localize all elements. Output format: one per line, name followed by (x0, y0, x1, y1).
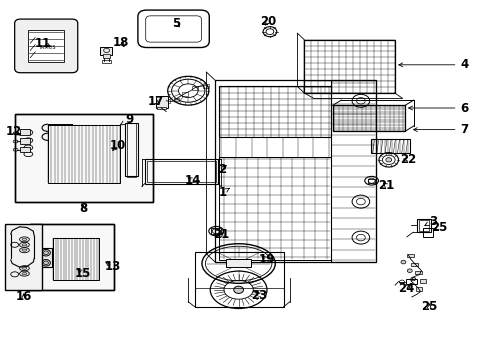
Bar (416, 219, 430, 232)
Ellipse shape (43, 261, 48, 265)
Text: 24: 24 (397, 282, 413, 295)
Ellipse shape (22, 267, 27, 269)
Bar (194, 252, 283, 307)
Bar (414, 271, 421, 274)
Bar (127, 123, 136, 177)
Ellipse shape (385, 158, 391, 162)
Text: 11: 11 (35, 37, 51, 50)
Bar (40, 248, 52, 267)
Text: 15: 15 (75, 267, 91, 280)
Bar (203, 84, 208, 88)
Bar (157, 107, 166, 109)
Text: 8: 8 (79, 202, 87, 215)
Bar (102, 60, 110, 63)
Bar (219, 86, 330, 137)
Ellipse shape (407, 269, 411, 273)
Bar (418, 220, 428, 231)
Bar (5, 224, 41, 290)
Text: 19: 19 (258, 253, 274, 266)
Bar (15, 114, 152, 202)
Bar (53, 238, 99, 280)
Ellipse shape (22, 244, 27, 246)
Bar (422, 228, 432, 237)
Bar (48, 125, 120, 183)
Bar (219, 137, 330, 157)
Text: 14: 14 (184, 174, 201, 187)
Bar (304, 40, 394, 93)
Bar (332, 105, 404, 131)
FancyBboxPatch shape (15, 19, 78, 73)
Bar (405, 279, 416, 284)
Bar (192, 86, 198, 90)
Ellipse shape (22, 273, 27, 275)
Ellipse shape (233, 286, 243, 293)
Text: 2: 2 (218, 163, 226, 176)
Text: 13: 13 (104, 260, 121, 273)
Text: 6: 6 (408, 102, 468, 114)
Text: 25: 25 (420, 300, 437, 313)
Text: 22: 22 (399, 153, 416, 166)
Text: 25: 25 (430, 221, 447, 234)
Bar (30, 224, 114, 290)
Text: 12: 12 (5, 125, 22, 138)
Bar (20, 147, 30, 152)
Text: 5: 5 (172, 17, 180, 30)
Bar (102, 54, 110, 58)
Text: 1: 1 (218, 186, 229, 199)
Ellipse shape (22, 249, 27, 251)
Text: 4: 4 (398, 58, 468, 71)
Bar (219, 157, 330, 260)
Bar (370, 139, 409, 153)
Text: 16: 16 (15, 291, 32, 303)
Bar (406, 254, 413, 257)
Bar (173, 98, 179, 101)
Bar (415, 287, 422, 291)
Text: 21: 21 (212, 228, 229, 241)
Text: 23: 23 (250, 289, 267, 302)
Bar (146, 161, 216, 182)
Bar (155, 96, 167, 108)
Ellipse shape (410, 277, 415, 281)
Bar (15, 114, 152, 202)
Text: 9: 9 (120, 113, 133, 126)
Text: TRMOS: TRMOS (38, 45, 55, 50)
Bar (410, 263, 417, 266)
Bar (100, 47, 112, 55)
Bar (225, 259, 251, 267)
Text: 10: 10 (109, 139, 125, 152)
Bar (211, 228, 221, 234)
Bar (163, 99, 169, 103)
Bar (144, 159, 218, 184)
Bar (20, 129, 30, 135)
Bar (419, 279, 426, 283)
Text: 17: 17 (147, 95, 163, 108)
Bar (330, 80, 375, 262)
Bar (20, 138, 30, 144)
Bar (182, 92, 188, 96)
Text: 7: 7 (413, 123, 468, 136)
Bar (332, 105, 404, 131)
Ellipse shape (43, 251, 48, 255)
Bar (30, 224, 114, 290)
Text: 21: 21 (377, 179, 394, 192)
Bar (367, 179, 374, 183)
Bar (124, 123, 138, 176)
Bar (28, 30, 63, 62)
Bar (304, 40, 394, 93)
Text: 3: 3 (424, 215, 436, 228)
Ellipse shape (22, 238, 27, 240)
Bar (215, 80, 375, 262)
Text: 18: 18 (113, 36, 129, 49)
Ellipse shape (400, 260, 405, 264)
Text: 20: 20 (259, 15, 276, 28)
